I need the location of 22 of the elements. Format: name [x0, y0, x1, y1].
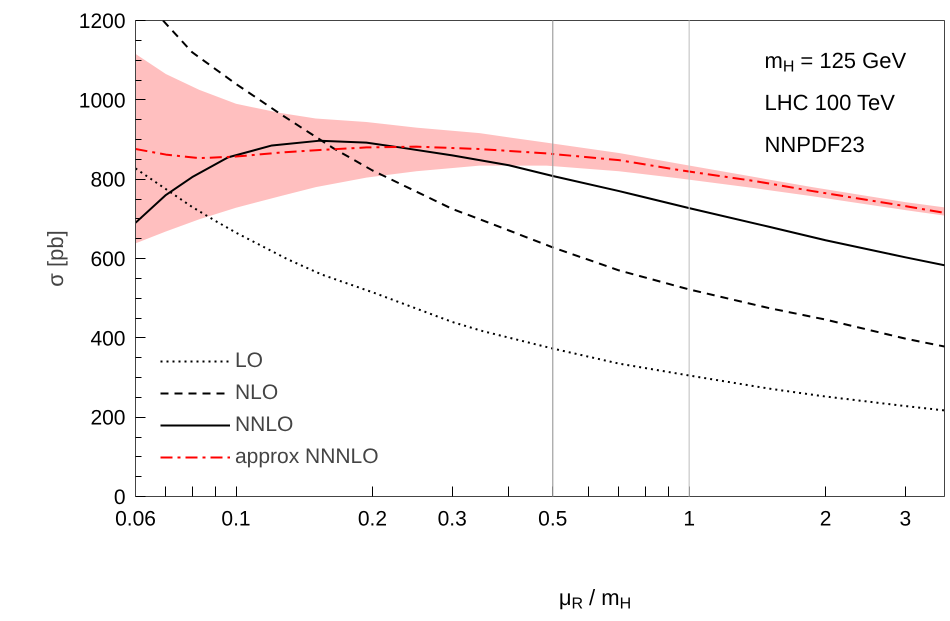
legend-label: approx NNNLO	[235, 444, 379, 470]
x-tick-label: 0.5	[538, 508, 568, 530]
legend-label: LO	[235, 348, 264, 374]
x-tick-label: 2	[820, 508, 832, 530]
x-tick-label: 1	[683, 508, 696, 530]
y-tick-label: 600	[90, 248, 126, 271]
x-tick-label: 0.06	[115, 508, 156, 530]
x-tick-label: 3	[900, 508, 912, 530]
y-tick-label: 1000	[78, 89, 126, 112]
y-tick-label: 200	[90, 406, 126, 430]
x-tick-label: 0.2	[358, 508, 388, 530]
y-tick-label: 800	[90, 168, 126, 192]
x-tick-label: 0.3	[438, 508, 467, 530]
annotation: LHC 100 TeV	[764, 90, 896, 115]
y-tick-label: 0	[114, 486, 126, 509]
legend-label: NNLO	[235, 412, 294, 438]
y-tick-label: 400	[90, 327, 126, 350]
x-tick-label: 0.1	[221, 508, 251, 530]
y-axis-title: σ [pb]	[42, 230, 68, 287]
legend-label: NLO	[235, 380, 278, 406]
y-tick-label: 1200	[78, 10, 126, 33]
annotation: NNPDF23	[764, 132, 865, 157]
